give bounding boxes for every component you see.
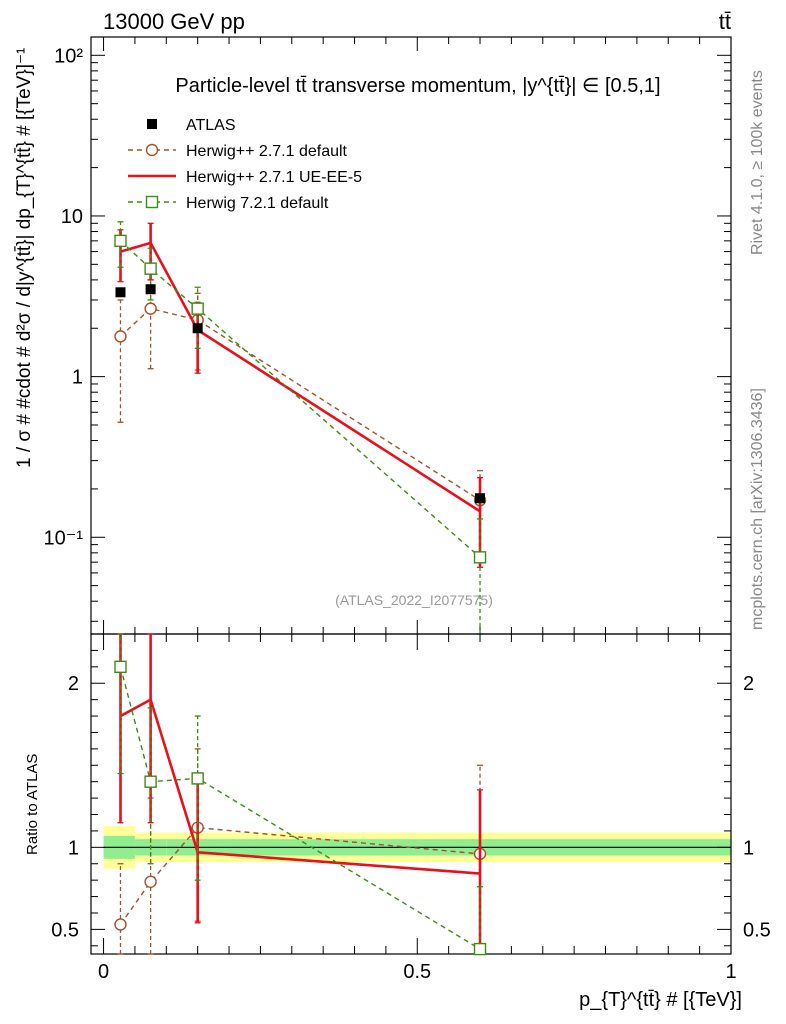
herwig-721-default-marker [144,262,157,275]
y-tick-label: 10² [54,45,83,67]
herwig-271-default-marker [144,302,157,315]
ratio-y-tick-label-right: 0.5 [743,919,771,941]
x-tick-label: 0 [98,961,109,983]
ratio-ylabel: Ratio to ATLAS [24,754,41,855]
herwig-721-default-marker [114,234,127,248]
main-title: Particle-level tt̄ transverse momentum, … [175,75,660,97]
herwig-721-default-marker [473,551,487,564]
series-line [120,307,481,501]
ratio-y-tick-label-right: 1 [743,837,754,859]
atlas-data-point [145,284,156,295]
atlas-data-point [192,323,203,334]
ratio-y-tick-label: 1 [68,837,79,859]
herwig-721-default-marker [191,302,204,315]
x-tick-label: 1 [725,961,736,983]
herwig-721-default-marker [114,660,127,674]
x-axis-label: p_{T}^{tt̄} # [{TeV}] [579,989,742,1011]
legend-circle-marker [145,143,159,157]
main-ylabel: 1 / σ # #cdot # d²σ / d|y^{tt̄}| dp_{T}^… [14,48,35,468]
legend-square-marker [145,195,159,209]
y-tick-label: 1 [72,367,83,389]
legend-atlas-marker [147,119,157,129]
legend-label: Herwig++ 2.7.1 UE-EE-5 [186,169,362,186]
y-tick-label: 10⁻¹ [44,527,84,549]
herwig-721-default-marker [473,942,487,956]
y-tick-label: 10 [61,206,83,228]
series-line [119,666,481,950]
ratio-panel: 0.5 0.5 1 1 2 2 0 0.5 1 Ratio to ATLAS p_{T}^{tt… [24,633,771,1011]
herwig-721-default-marker [144,775,157,788]
main-watermark: (ATLAS_2022_I2077575) [335,592,493,608]
atlas-data-point [475,493,486,504]
series-line [120,241,481,513]
legend: ATLAS Herwig++ 2.7.1 default Herwig++ 2.7.… [128,117,362,212]
series-line [119,697,481,875]
series-line [120,240,481,558]
legend-label: ATLAS [186,117,236,134]
rivet-version-label: Rivet 4.1.0, ≥ 100k events [749,70,766,255]
ratio-y-tick-label: 2 [68,673,79,695]
legend-label: Herwig 7.2.1 default [186,195,329,212]
process-label: tt̄ [719,9,731,34]
herwig-721-default-marker [191,772,204,785]
ratio-y-tick-label: 0.5 [51,919,79,941]
series-line [119,826,481,925]
atlas-data-point [115,287,126,298]
herwig-271-default-marker [114,330,127,343]
ratio-frame [90,633,732,955]
energy-label: 13000 GeV pp [103,9,245,34]
ratio-y-tick-label-right: 2 [743,673,754,695]
legend-label: Herwig++ 2.7.1 default [186,143,348,160]
herwig-271-default-marker [144,875,157,888]
x-tick-label: 0.5 [403,961,431,983]
herwig-271-default-marker [114,918,127,931]
main-panel: 10⁻¹ 1 10 10² (ATLAS_2022_I2077575) Particl… [14,36,732,635]
mcplots-label: mcplots.cern.ch [arXiv:1306.3436] [749,388,766,630]
